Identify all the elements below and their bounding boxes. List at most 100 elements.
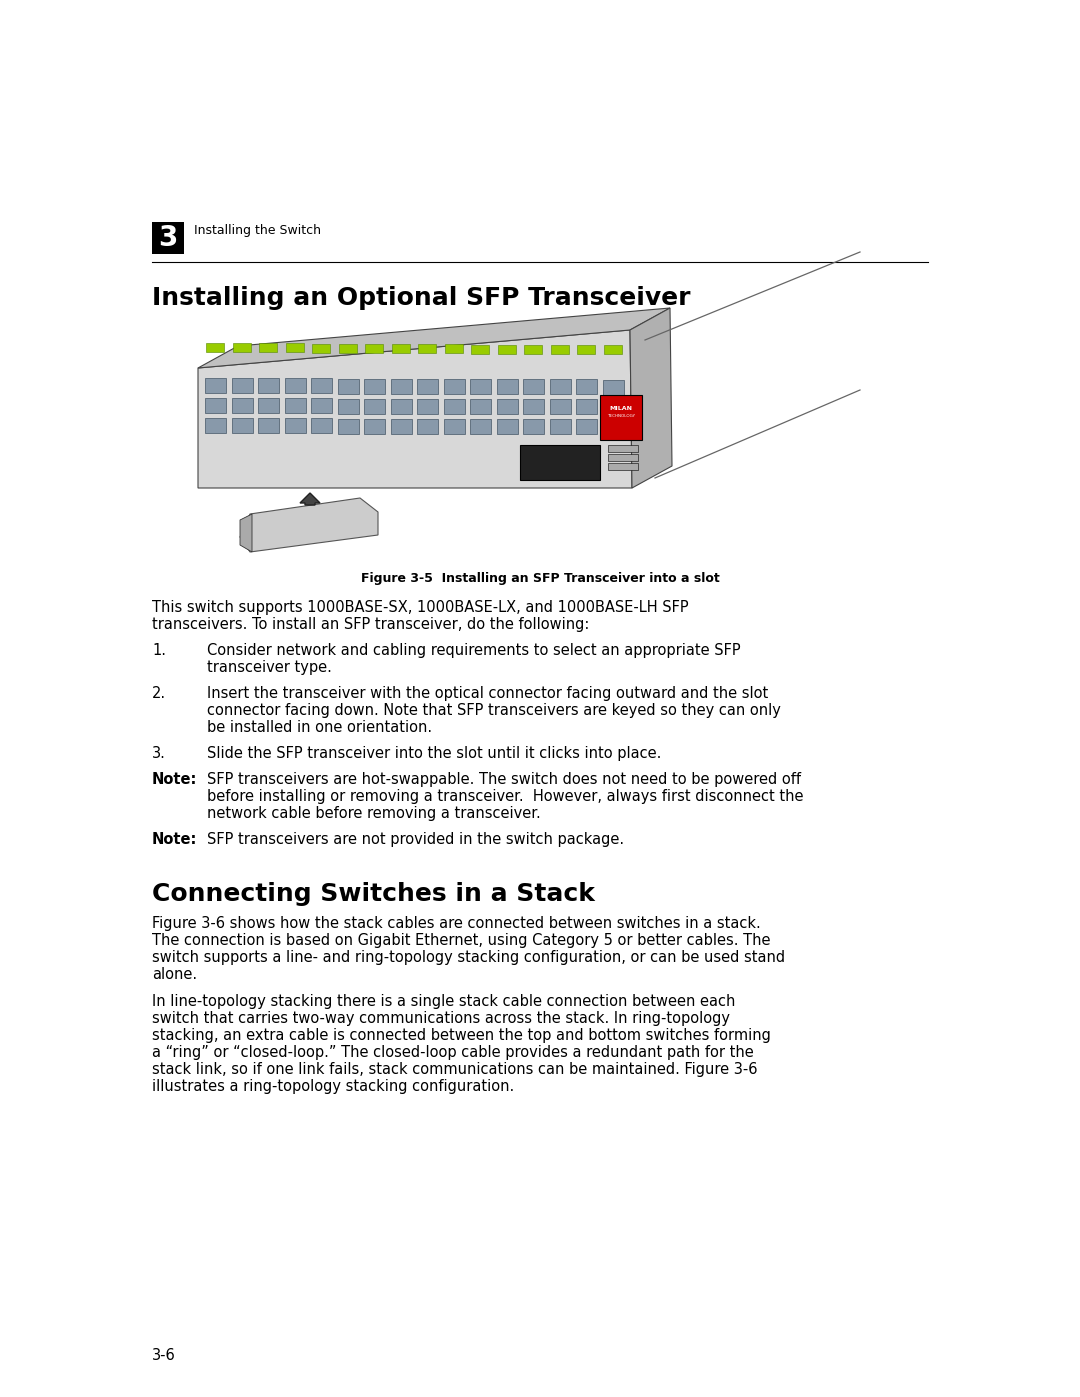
Bar (232, 344, 251, 352)
Bar (471, 345, 489, 353)
Text: Installing the Switch: Installing the Switch (194, 224, 321, 237)
Bar (391, 419, 411, 433)
Text: TECHNOLOGY: TECHNOLOGY (607, 414, 635, 418)
Bar (417, 398, 438, 414)
Text: illustrates a ring-topology stacking configuration.: illustrates a ring-topology stacking con… (152, 1078, 514, 1094)
Bar (470, 400, 491, 414)
Bar (231, 379, 253, 393)
Bar (600, 395, 642, 440)
Text: 2.: 2. (152, 686, 166, 701)
Bar (337, 398, 359, 414)
Text: Figure 3-5  Installing an SFP Transceiver into a slot: Figure 3-5 Installing an SFP Transceiver… (361, 571, 719, 585)
FancyArrow shape (300, 493, 320, 504)
Bar (258, 398, 279, 414)
Bar (205, 379, 226, 393)
Bar (259, 344, 276, 352)
Bar (152, 222, 184, 254)
Bar (550, 400, 570, 415)
Bar (284, 418, 306, 433)
Bar (497, 379, 517, 394)
Bar (603, 419, 623, 434)
Bar (391, 344, 409, 353)
Bar (603, 400, 623, 415)
Text: Figure 3-6 shows how the stack cables are connected between switches in a stack.: Figure 3-6 shows how the stack cables ar… (152, 916, 760, 930)
Text: 1.: 1. (152, 643, 166, 658)
Bar (311, 398, 332, 414)
Bar (519, 446, 600, 481)
Bar (205, 418, 226, 433)
Bar (337, 419, 359, 433)
Bar (470, 379, 491, 394)
Bar (417, 379, 438, 394)
Bar (470, 419, 491, 434)
Bar (206, 344, 224, 352)
Text: be installed in one orientation.: be installed in one orientation. (207, 719, 432, 735)
Bar (231, 398, 253, 414)
Bar (391, 379, 411, 394)
Bar (524, 345, 542, 353)
Bar (608, 454, 638, 461)
Text: Note:: Note: (152, 833, 198, 847)
Bar (417, 419, 438, 434)
Bar (577, 345, 595, 353)
Bar (576, 380, 597, 394)
Bar (576, 400, 597, 415)
Text: before installing or removing a transceiver.  However, always first disconnect t: before installing or removing a transcei… (207, 789, 804, 805)
Text: connector facing down. Note that SFP transceivers are keyed so they can only: connector facing down. Note that SFP tra… (207, 703, 781, 718)
Text: MILAN: MILAN (609, 407, 633, 411)
Text: 3: 3 (159, 224, 178, 251)
Bar (311, 379, 332, 394)
Text: a “ring” or “closed-loop.” The closed-loop cable provides a redundant path for t: a “ring” or “closed-loop.” The closed-lo… (152, 1045, 754, 1060)
Bar (205, 398, 226, 414)
Polygon shape (630, 307, 672, 488)
Polygon shape (198, 307, 670, 367)
Bar (418, 344, 436, 353)
Text: Note:: Note: (152, 773, 198, 787)
Bar (338, 344, 356, 353)
Bar (258, 418, 279, 433)
Bar (284, 398, 306, 414)
Text: In line-topology stacking there is a single stack cable connection between each: In line-topology stacking there is a sin… (152, 995, 735, 1009)
Bar (604, 345, 621, 355)
Bar (364, 398, 384, 414)
Text: 3-6: 3-6 (152, 1348, 176, 1363)
Polygon shape (240, 497, 378, 552)
Bar (497, 400, 517, 414)
Text: switch supports a line- and ring-topology stacking configuration, or can be used: switch supports a line- and ring-topolog… (152, 950, 785, 965)
Bar (603, 380, 623, 394)
Bar (523, 379, 544, 394)
Text: This switch supports 1000BASE-SX, 1000BASE-LX, and 1000BASE-LH SFP: This switch supports 1000BASE-SX, 1000BA… (152, 599, 689, 615)
Bar (550, 419, 570, 434)
Polygon shape (240, 514, 252, 552)
Text: SFP transceivers are not provided in the switch package.: SFP transceivers are not provided in the… (207, 833, 624, 847)
Text: Insert the transceiver with the optical connector facing outward and the slot: Insert the transceiver with the optical … (207, 686, 768, 701)
Bar (311, 419, 332, 433)
Bar (391, 398, 411, 414)
Bar (444, 400, 464, 414)
Bar (608, 446, 638, 453)
Bar (498, 345, 515, 353)
Bar (445, 344, 462, 353)
Text: switch that carries two-way communications across the stack. In ring-topology: switch that carries two-way communicatio… (152, 1011, 730, 1025)
Text: Connecting Switches in a Stack: Connecting Switches in a Stack (152, 882, 595, 907)
Text: The connection is based on Gigabit Ethernet, using Category 5 or better cables. : The connection is based on Gigabit Ether… (152, 933, 770, 949)
Bar (576, 419, 597, 434)
Bar (284, 379, 306, 394)
Text: transceivers. To install an SFP transceiver, do the following:: transceivers. To install an SFP transcei… (152, 617, 590, 631)
Text: Consider network and cabling requirements to select an appropriate SFP: Consider network and cabling requirement… (207, 643, 741, 658)
Bar (365, 344, 383, 353)
Bar (337, 379, 359, 394)
Bar (364, 419, 384, 433)
Text: stacking, an extra cable is connected between the top and bottom switches formin: stacking, an extra cable is connected be… (152, 1028, 771, 1044)
Bar (444, 419, 464, 434)
Text: alone.: alone. (152, 967, 198, 982)
Text: stack link, so if one link fails, stack communications can be maintained. Figure: stack link, so if one link fails, stack … (152, 1062, 757, 1077)
Text: Slide the SFP transceiver into the slot until it clicks into place.: Slide the SFP transceiver into the slot … (207, 746, 661, 761)
Text: SFP transceivers are hot-swappable. The switch does not need to be powered off: SFP transceivers are hot-swappable. The … (207, 773, 801, 787)
Bar (258, 379, 279, 393)
Bar (285, 344, 303, 352)
Text: Installing an Optional SFP Transceiver: Installing an Optional SFP Transceiver (152, 286, 690, 310)
Bar (497, 419, 517, 434)
Polygon shape (198, 330, 632, 488)
Bar (523, 419, 544, 434)
